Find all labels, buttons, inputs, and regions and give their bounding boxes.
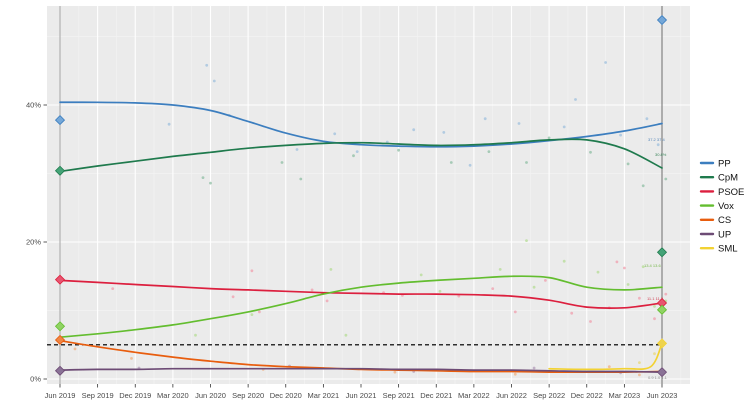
x-tick-label: Mar 2021 (308, 391, 340, 400)
result-2019-vox (54, 321, 66, 332)
x-tick-label: Dec 2022 (571, 391, 603, 400)
y-tick-label: 40% (26, 101, 41, 110)
result-2019-cpm (54, 165, 66, 176)
x-tick-label: Sep 2022 (533, 391, 565, 400)
legend-label-cpm: CpM (718, 173, 738, 184)
trend-line-psoe (59, 279, 663, 310)
x-tick-label: Jun 2020 (195, 391, 226, 400)
trend-line-cpm (59, 138, 663, 173)
legend-label-cs: CS (718, 215, 731, 226)
result-2019-pp (54, 115, 66, 126)
x-tick-label: Jun 2019 (45, 391, 76, 400)
legend-label-psoe: PSOE (718, 187, 744, 198)
trend-line-sml (548, 342, 663, 371)
legend-item-vox: Vox (699, 201, 734, 212)
end-annotations: 37.2 37.4 30.8% 13.4 13.6 11.1 11.3 0.9 1.0 … (644, 137, 668, 380)
poll-dots-pp (167, 61, 660, 167)
legend-item-cs: CS (699, 215, 731, 226)
x-tick-label: Jun 2023 (647, 391, 678, 400)
legend: PP CpM PSOE Vox CS UP SML (699, 158, 744, 255)
x-tick-label: Sep 2021 (383, 391, 415, 400)
legend-item-pp: PP (699, 158, 731, 169)
x-axis: Jun 2019 Sep 2019 Dec 2019 Mar 2020 Jun 2020… (45, 384, 678, 400)
trend-line-up (59, 367, 663, 373)
poll-dots-cpm (201, 136, 668, 188)
result-2023-pp (656, 14, 668, 26)
legend-label-vox: Vox (718, 201, 734, 212)
poll-dots-sml (638, 352, 656, 364)
poll-dots-vox (194, 239, 668, 337)
poll-dots-cs (73, 347, 641, 377)
x-tick-label: Sep 2019 (82, 391, 114, 400)
legend-label-sml: SML (718, 244, 738, 255)
gridlines (47, 6, 690, 384)
result-2019-psoe (54, 274, 66, 285)
svg-text:11.1 11.3: 11.1 11.3 (647, 296, 664, 301)
x-tick-label: Jun 2021 (346, 391, 377, 400)
x-tick-label: Mar 2023 (609, 391, 641, 400)
x-tick-label: Dec 2020 (270, 391, 302, 400)
legend-label-pp: PP (718, 158, 731, 169)
y-tick-label: 0% (30, 375, 41, 384)
trend-line-vox (59, 275, 663, 339)
plot-panel (47, 6, 690, 384)
x-tick-label: Sep 2020 (232, 391, 264, 400)
legend-item-psoe: PSOE (699, 187, 744, 198)
x-tick-label: Mar 2020 (157, 391, 189, 400)
svg-text:37.2 37.4: 37.2 37.4 (648, 137, 665, 142)
result-2023-cpm (656, 247, 668, 258)
result-2023-vox (656, 304, 668, 315)
legend-item-cpm: CpM (699, 173, 738, 184)
result-2023-sml (656, 338, 668, 349)
legend-item-up: UP (699, 229, 731, 240)
election-results (54, 14, 668, 378)
y-axis: 0% 20% 40% (26, 101, 47, 384)
result-2019-up (54, 365, 66, 376)
svg-text:13.4 13.6: 13.4 13.6 (644, 263, 661, 268)
x-tick-label: Dec 2021 (420, 391, 452, 400)
y-tick-label: 20% (26, 238, 41, 247)
result-2023-up (656, 367, 668, 378)
legend-label-up: UP (718, 229, 731, 240)
legend-item-sml: SML (699, 244, 738, 255)
result-2019-cs (54, 334, 66, 346)
svg-text:0.9 1.0 1.1: 0.9 1.0 1.1 (648, 375, 668, 380)
svg-text:30.8%: 30.8% (655, 152, 667, 157)
x-tick-label: Jun 2022 (496, 391, 527, 400)
x-tick-label: Mar 2022 (458, 391, 490, 400)
x-tick-label: Dec 2019 (119, 391, 151, 400)
